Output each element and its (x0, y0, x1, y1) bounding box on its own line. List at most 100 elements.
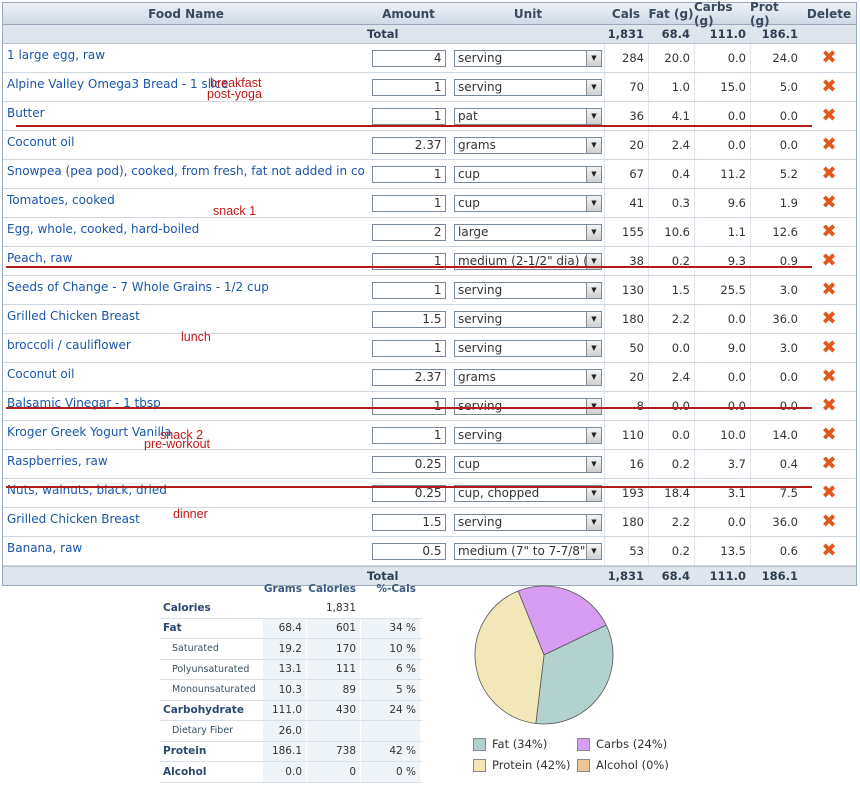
amount-input[interactable]: 1 (371, 194, 446, 212)
amount-input[interactable]: 0.25 (371, 484, 446, 502)
unit-select[interactable]: cup ▼ (454, 165, 602, 183)
food-name-link[interactable]: Butter (7, 106, 45, 120)
unit-select[interactable]: cup ▼ (454, 194, 602, 212)
food-name-link[interactable]: Kroger Greek Yogurt Vanilla (7, 425, 172, 439)
unit-select[interactable]: grams ▼ (454, 136, 602, 154)
chevron-down-icon[interactable]: ▼ (586, 137, 601, 153)
chevron-down-icon[interactable]: ▼ (586, 224, 601, 240)
unit-select[interactable]: medium (7" to 7-7/8" lo ▼ (454, 542, 602, 560)
chevron-down-icon[interactable]: ▼ (586, 79, 601, 95)
chevron-down-icon[interactable]: ▼ (586, 282, 601, 298)
food-name-link[interactable]: Banana, raw (7, 541, 83, 555)
food-name-link[interactable]: Seeds of Change - 7 Whole Grains - 1/2 c… (7, 280, 269, 294)
food-row: Banana, raw 0.5 medium (7" to 7-7/8" lo ▼ 53… (3, 537, 856, 566)
amount-input[interactable]: 1 (371, 397, 446, 415)
close-icon[interactable]: ✖ (821, 163, 837, 184)
close-icon[interactable]: ✖ (821, 395, 837, 416)
food-name-link[interactable]: Tomatoes, cooked (7, 193, 115, 207)
chevron-down-icon[interactable]: ▼ (586, 485, 601, 501)
food-name-link[interactable]: Raspberries, raw (7, 454, 108, 468)
amount-input[interactable]: 1 (371, 252, 446, 270)
amount-input[interactable]: 2 (371, 223, 446, 241)
amount-input[interactable]: 1 (371, 165, 446, 183)
food-name-link[interactable]: Grilled Chicken Breast (7, 309, 140, 323)
fat-cell: 1.0 (648, 73, 694, 101)
unit-select[interactable]: serving ▼ (454, 397, 602, 415)
unit-select[interactable]: serving ▼ (454, 513, 602, 531)
close-icon[interactable]: ✖ (821, 337, 837, 358)
col-header-unit[interactable]: Unit (513, 6, 543, 21)
col-header-prot[interactable]: Prot (g) (750, 0, 779, 28)
col-header-fat[interactable]: Fat (g) (648, 6, 694, 21)
amount-input[interactable]: 1 (371, 426, 446, 444)
chevron-down-icon[interactable]: ▼ (586, 340, 601, 356)
close-icon[interactable]: ✖ (821, 221, 837, 242)
amount-input[interactable]: 2.37 (371, 136, 446, 154)
close-icon[interactable]: ✖ (821, 366, 837, 387)
col-header-amount[interactable]: Amount (382, 6, 435, 21)
amount-input[interactable]: 1 (371, 107, 446, 125)
amount-input[interactable]: 1 (371, 78, 446, 96)
chevron-down-icon[interactable]: ▼ (586, 427, 601, 443)
food-name-link[interactable]: broccoli / cauliflower (7, 338, 131, 352)
chevron-down-icon[interactable]: ▼ (586, 543, 601, 559)
chevron-down-icon[interactable]: ▼ (586, 398, 601, 414)
unit-select[interactable]: pat ▼ (454, 107, 602, 125)
food-name-link[interactable]: Balsamic Vinegar - 1 tbsp (7, 396, 161, 410)
food-name-link[interactable]: Grilled Chicken Breast (7, 512, 140, 526)
close-icon[interactable]: ✖ (821, 453, 837, 474)
chevron-down-icon[interactable]: ▼ (586, 369, 601, 385)
unit-select[interactable]: cup ▼ (454, 455, 602, 473)
amount-input[interactable]: 4 (371, 49, 446, 67)
close-icon[interactable]: ✖ (821, 105, 837, 126)
food-name-link[interactable]: Egg, whole, cooked, hard-boiled (7, 222, 200, 236)
food-name-link[interactable]: 1 large egg, raw (7, 48, 106, 62)
unit-select[interactable]: cup, chopped ▼ (454, 484, 602, 502)
close-icon[interactable]: ✖ (821, 308, 837, 329)
unit-select[interactable]: serving ▼ (454, 49, 602, 67)
amount-input[interactable]: 0.5 (371, 542, 446, 560)
amount-input[interactable]: 2.37 (371, 368, 446, 386)
close-icon[interactable]: ✖ (821, 47, 837, 68)
chevron-down-icon[interactable]: ▼ (586, 456, 601, 472)
unit-select[interactable]: serving ▼ (454, 310, 602, 328)
food-name-link[interactable]: Coconut oil (7, 135, 75, 149)
col-header-carbs[interactable]: Carbs (g) (694, 0, 733, 28)
food-name-link[interactable]: Peach, raw (7, 251, 73, 265)
unit-select[interactable]: large ▼ (454, 223, 602, 241)
chevron-down-icon[interactable]: ▼ (586, 195, 601, 211)
unit-select[interactable]: serving ▼ (454, 78, 602, 96)
chevron-down-icon[interactable]: ▼ (586, 514, 601, 530)
amount-input[interactable]: 0.25 (371, 455, 446, 473)
close-icon[interactable]: ✖ (821, 76, 837, 97)
amount-input[interactable]: 1.5 (371, 513, 446, 531)
chevron-down-icon[interactable]: ▼ (586, 108, 601, 124)
amount-input[interactable]: 1 (371, 339, 446, 357)
amount-input[interactable]: 1 (371, 281, 446, 299)
col-header-cals[interactable]: Cals (611, 6, 641, 21)
close-icon[interactable]: ✖ (821, 424, 837, 445)
close-icon[interactable]: ✖ (821, 134, 837, 155)
unit-select[interactable]: medium (2-1/2" dia) (a ▼ (454, 252, 602, 270)
food-name-link[interactable]: Nuts, walnuts, black, dried (7, 483, 167, 497)
cals-cell: 41 (604, 189, 648, 217)
close-icon[interactable]: ✖ (821, 482, 837, 503)
chevron-down-icon[interactable]: ▼ (586, 253, 601, 269)
col-header-name[interactable]: Food Name (148, 6, 224, 21)
close-icon[interactable]: ✖ (821, 250, 837, 271)
unit-select[interactable]: serving ▼ (454, 339, 602, 357)
close-icon[interactable]: ✖ (821, 192, 837, 213)
close-icon[interactable]: ✖ (821, 279, 837, 300)
food-name-link[interactable]: Coconut oil (7, 367, 75, 381)
chevron-down-icon[interactable]: ▼ (586, 166, 601, 182)
close-icon[interactable]: ✖ (821, 511, 837, 532)
chevron-down-icon[interactable]: ▼ (586, 311, 601, 327)
food-name-link[interactable]: Alpine Valley Omega3 Bread - 1 slice (7, 77, 229, 91)
chevron-down-icon[interactable]: ▼ (586, 50, 601, 66)
unit-select[interactable]: serving ▼ (454, 426, 602, 444)
amount-input[interactable]: 1.5 (371, 310, 446, 328)
food-name-link[interactable]: Snowpea (pea pod), cooked, from fresh, f… (7, 164, 365, 178)
unit-select[interactable]: serving ▼ (454, 281, 602, 299)
close-icon[interactable]: ✖ (821, 540, 837, 561)
unit-select[interactable]: grams ▼ (454, 368, 602, 386)
